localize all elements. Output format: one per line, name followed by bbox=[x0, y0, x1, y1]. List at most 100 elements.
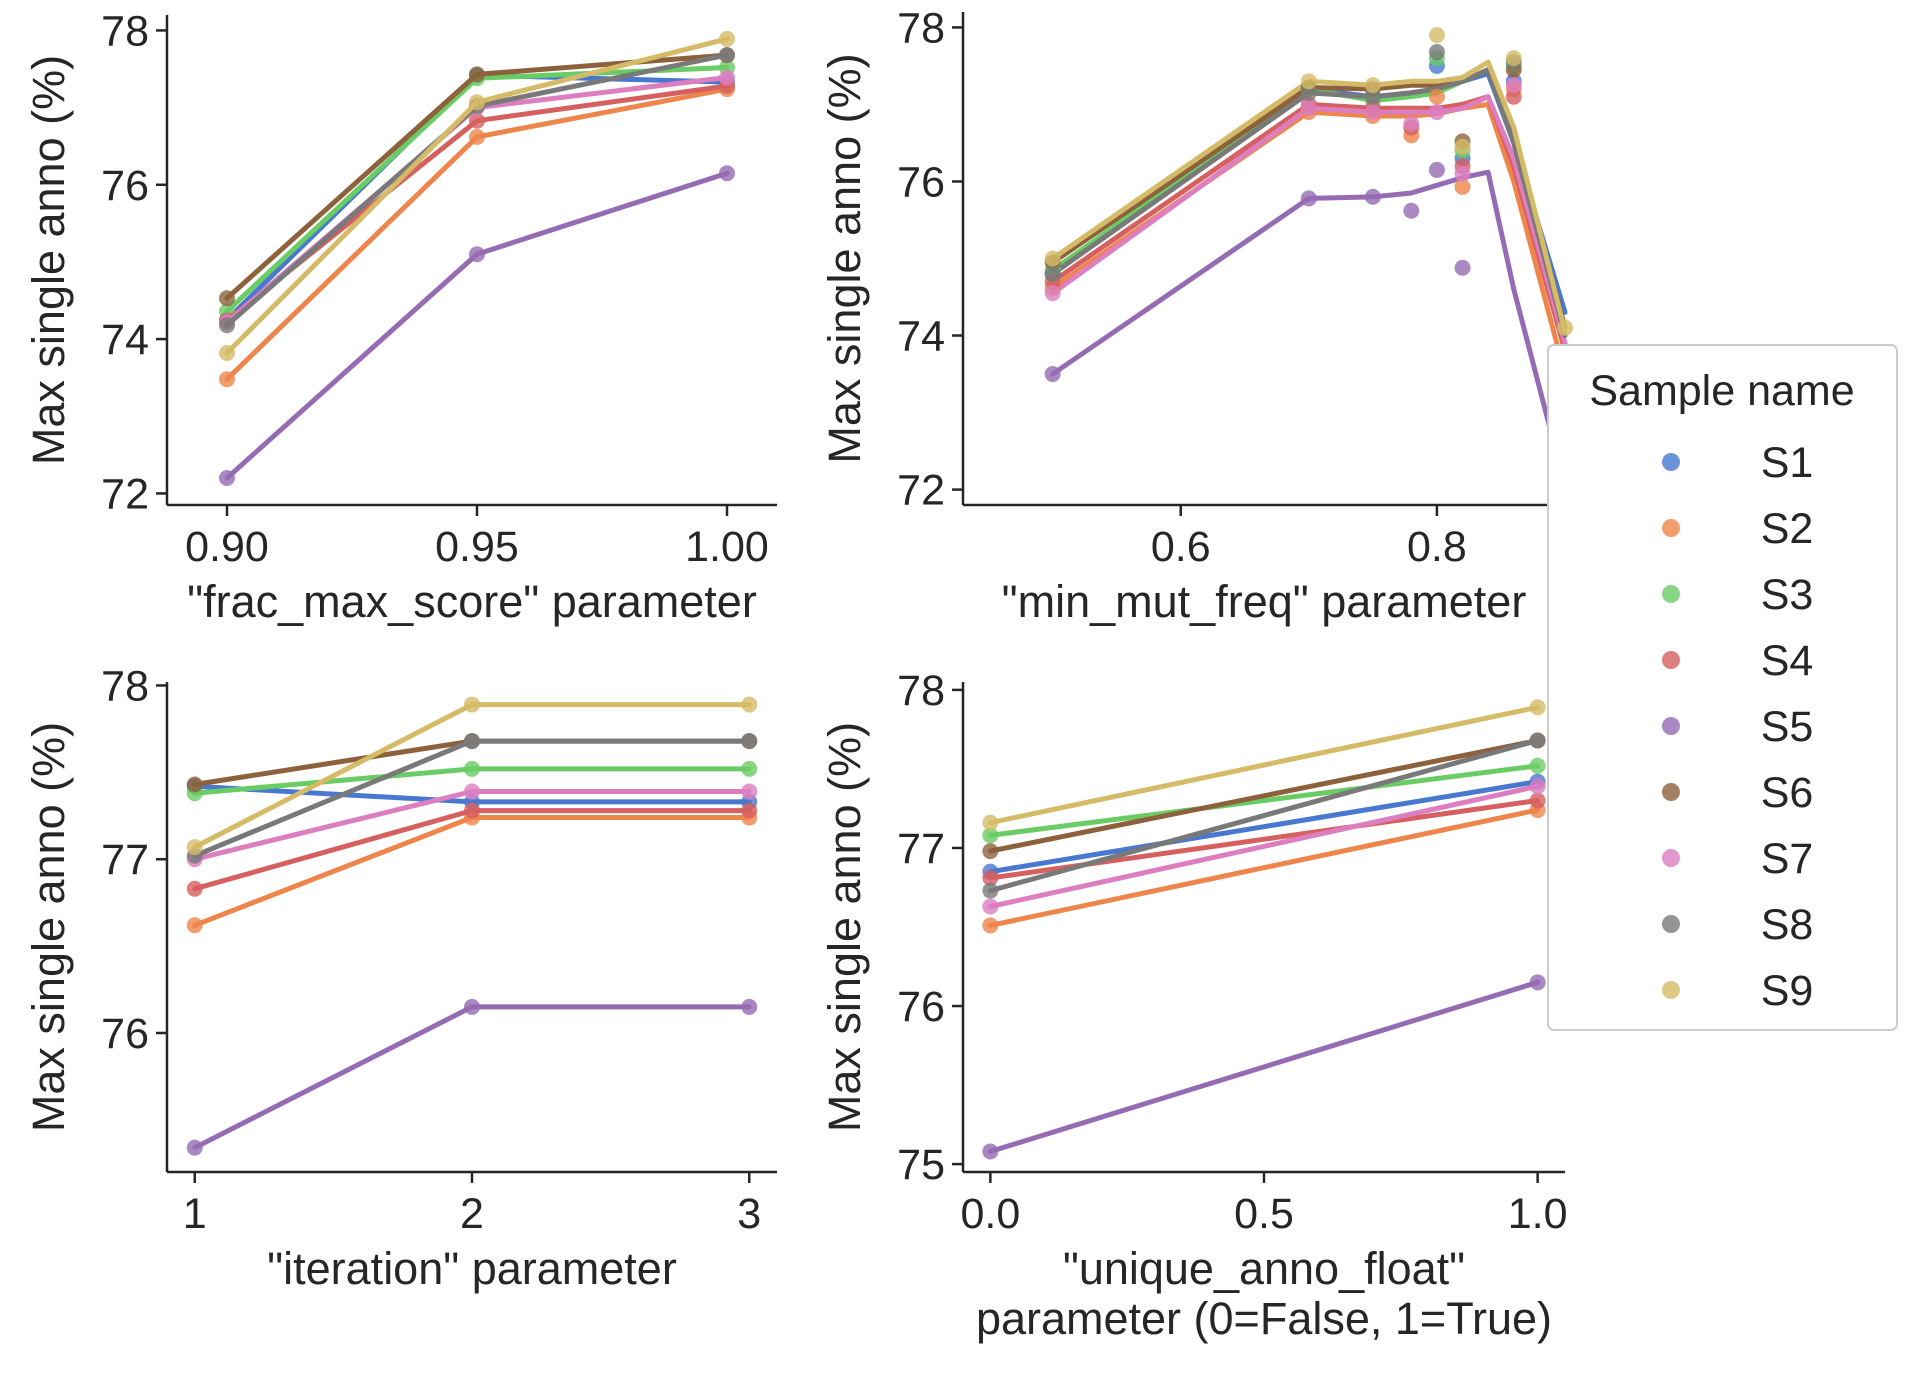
data-point-s2 bbox=[469, 128, 485, 145]
x-axis-label: "frac_max_score" parameter bbox=[187, 576, 757, 627]
data-point-s9 bbox=[1428, 27, 1445, 44]
data-point-s9 bbox=[741, 696, 758, 713]
y-tick-label: 76 bbox=[101, 162, 149, 210]
data-point-s4 bbox=[741, 802, 758, 819]
legend-label-s5: S5 bbox=[1761, 703, 1814, 751]
legend-marker-s5 bbox=[1662, 717, 1680, 735]
series-line-s8 bbox=[987, 738, 1541, 894]
data-point-s8 bbox=[719, 47, 735, 64]
x-axis-label-line-1: "unique_anno_float" bbox=[1063, 1243, 1465, 1294]
series-line-s2 bbox=[192, 815, 752, 928]
data-point-s7 bbox=[1044, 285, 1061, 302]
data-point-s4 bbox=[186, 880, 203, 897]
legend-marker-s6 bbox=[1662, 783, 1680, 801]
legend-marker-s8 bbox=[1662, 915, 1680, 933]
x-axis-label-line-2: parameter (0=False, 1=True) bbox=[976, 1293, 1552, 1344]
x-tick-label: 0.5 bbox=[1234, 1190, 1294, 1238]
series-line-s5 bbox=[192, 1004, 752, 1151]
data-point-s5 bbox=[464, 998, 480, 1015]
series-line-s9 bbox=[1050, 59, 1568, 335]
data-point-s7 bbox=[1364, 104, 1381, 121]
data-point-s7 bbox=[741, 783, 758, 800]
data-point-s4 bbox=[469, 112, 485, 129]
x-tick-label: 0.0 bbox=[960, 1190, 1020, 1238]
data-point-s5 bbox=[982, 1143, 999, 1160]
series-line-s7 bbox=[987, 783, 1541, 909]
data-point-s5 bbox=[719, 165, 735, 182]
legend-title: Sample name bbox=[1589, 367, 1854, 415]
legend: Sample name S1 S2 S3 S4 S5 S6 S7 S8 S9 bbox=[1547, 344, 1898, 1031]
y-axis-label: Max single anno (%) bbox=[23, 722, 74, 1132]
y-tick-label: 74 bbox=[897, 313, 945, 361]
data-point-s9 bbox=[719, 30, 735, 47]
data-point-s8 bbox=[464, 733, 480, 750]
y-tick-label: 75 bbox=[897, 1141, 945, 1189]
data-point-s3 bbox=[1529, 757, 1546, 774]
y-axis-label: Max single anno (%) bbox=[819, 722, 870, 1132]
x-tick-label: 0.8 bbox=[1407, 523, 1467, 571]
data-point-s8 bbox=[219, 317, 235, 334]
series-line-s3 bbox=[987, 763, 1541, 838]
y-tick-label: 78 bbox=[897, 4, 945, 52]
y-tick-label: 72 bbox=[897, 467, 945, 515]
series-line-s9 bbox=[987, 704, 1541, 826]
y-tick-label: 76 bbox=[101, 1010, 149, 1058]
y-tick-label: 74 bbox=[101, 316, 149, 364]
panel-4: 0.0 0.5 1.0 75 76 77 78 Max single anno (%) "uni… bbox=[819, 667, 1568, 1344]
data-point-s5 bbox=[1300, 190, 1317, 207]
data-point-s7 bbox=[1505, 77, 1522, 94]
data-point-s9 bbox=[464, 696, 480, 713]
data-point-s9 bbox=[1505, 50, 1522, 67]
series-line-s4 bbox=[1050, 94, 1568, 354]
data-point-s4 bbox=[1505, 88, 1522, 105]
data-point-s9 bbox=[982, 814, 999, 831]
data-point-s7 bbox=[1300, 100, 1317, 117]
data-point-s9 bbox=[1529, 699, 1546, 716]
legend-marker-s2 bbox=[1662, 519, 1680, 537]
x-tick-label: 0.90 bbox=[185, 523, 269, 571]
legend-marker-s3 bbox=[1662, 585, 1680, 603]
x-tick-label: 2 bbox=[460, 1190, 484, 1238]
data-point-s7 bbox=[1454, 165, 1471, 182]
data-point-s9 bbox=[469, 94, 485, 111]
data-point-s2 bbox=[1428, 88, 1445, 105]
data-point-s9 bbox=[1300, 73, 1317, 90]
data-point-s7 bbox=[719, 69, 735, 86]
panel-1: 0.90 0.95 1.00 72 74 76 78 Max single anno (%) "… bbox=[23, 7, 777, 627]
data-point-s8 bbox=[1529, 732, 1546, 749]
y-tick-label: 72 bbox=[101, 470, 149, 518]
y-tick-label: 78 bbox=[101, 7, 149, 55]
data-point-s2 bbox=[1454, 178, 1471, 195]
y-axis-label: Max single anno (%) bbox=[819, 53, 870, 463]
data-point-s7 bbox=[1403, 115, 1420, 132]
data-point-s6 bbox=[469, 66, 485, 83]
data-point-s5 bbox=[1529, 974, 1546, 991]
data-point-s9 bbox=[186, 839, 203, 856]
data-point-s7 bbox=[982, 898, 999, 915]
y-tick-label: 77 bbox=[101, 836, 149, 884]
data-point-s5 bbox=[1364, 188, 1381, 205]
panel-2: 0.6 0.8 72 74 76 78 Max single anno (%) "min_mu… bbox=[819, 4, 1573, 627]
data-point-s5 bbox=[219, 469, 235, 486]
legend-marker-s4 bbox=[1662, 651, 1680, 669]
panels: 0.90 0.95 1.00 72 74 76 78 Max single anno (%) "… bbox=[23, 4, 1573, 1344]
x-tick-label: 1.00 bbox=[685, 523, 769, 571]
data-point-s8 bbox=[1364, 88, 1381, 105]
x-tick-label: 1.0 bbox=[1508, 1190, 1568, 1238]
y-tick-label: 77 bbox=[897, 825, 945, 873]
data-point-s6 bbox=[186, 776, 203, 793]
legend-label-s7: S7 bbox=[1761, 835, 1814, 883]
series-line-s5 bbox=[1050, 169, 1568, 489]
data-point-s8 bbox=[1428, 44, 1445, 61]
x-axis-label: "iteration" parameter bbox=[267, 1243, 677, 1294]
data-point-s5 bbox=[1044, 366, 1061, 383]
series-line-s2 bbox=[987, 807, 1541, 928]
data-point-s5 bbox=[1454, 259, 1471, 276]
data-point-s3 bbox=[464, 760, 480, 777]
data-point-s5 bbox=[469, 246, 485, 263]
data-point-s8 bbox=[982, 882, 999, 899]
series-line-s6 bbox=[987, 738, 1541, 854]
legend-label-s1: S1 bbox=[1761, 439, 1814, 487]
data-point-s2 bbox=[219, 371, 235, 388]
